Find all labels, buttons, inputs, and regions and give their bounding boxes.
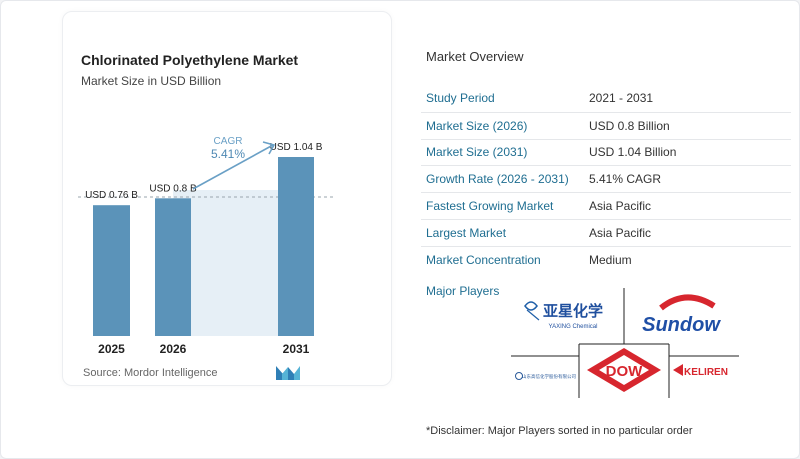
overview-row-value: USD 0.8 Billion <box>589 118 670 133</box>
mordor-logo-icon <box>276 366 300 380</box>
yaxing-subtitle: YAXING Chemical <box>549 324 598 330</box>
major-players-logos: 亚星化学 YAXING Chemical Sundow 山东高信化学股份有限公司… <box>511 288 739 398</box>
tick-label-2031: 2031 <box>283 342 310 356</box>
bar-2031 <box>278 157 314 336</box>
chart-subtitle: Market Size in USD Billion <box>81 74 222 88</box>
overview-row-value: 2021 - 2031 <box>589 91 654 106</box>
overview-row-value: USD 1.04 Billion <box>589 145 677 160</box>
keliren-name: KELIREN <box>684 367 728 378</box>
sundow-logo-icon: Sundow <box>642 294 721 336</box>
overview-row-label: Fastest Growing Market <box>426 199 554 214</box>
shandong-name: 山东高信化学股份有限公司 <box>522 373 576 380</box>
yaxing-name: 亚星化学 <box>543 302 603 320</box>
overview-row-label: Growth Rate (2026 - 2031) <box>426 172 569 187</box>
overview-row-value: 5.41% CAGR <box>589 172 662 187</box>
overview-row-label: Market Concentration <box>426 252 541 267</box>
overview-row-label: Study Period <box>426 91 495 106</box>
keliren-logo-icon: KELIREN <box>673 364 728 378</box>
ticks-group: 2025 2026 2031 <box>98 342 310 356</box>
cagr-label: CAGR <box>214 136 243 147</box>
yaxing-logo-icon: 亚星化学 YAXING Chemical <box>524 301 603 330</box>
shandong-logo-icon: 山东高信化学股份有限公司 <box>515 372 576 380</box>
data-label-2031: USD 1.04 B <box>270 142 323 153</box>
tick-label-2026: 2026 <box>160 342 187 356</box>
bars-group <box>93 157 314 336</box>
overview-row-label: Market Size (2026) <box>426 118 528 133</box>
bar-2025 <box>93 205 130 336</box>
cagr-arrow-head <box>262 141 276 155</box>
data-label-2025: USD 0.76 B <box>85 190 138 201</box>
source-note: Source: Mordor Intelligence <box>83 367 218 379</box>
tick-label-2025: 2025 <box>98 342 125 356</box>
dow-logo-icon: DOW <box>587 348 661 392</box>
disclaimer: *Disclaimer: Major Players sorted in no … <box>426 425 693 437</box>
overview-table: Study Period 2021 - 2031 Market Size (2026… <box>421 85 791 273</box>
overview-row-label: Largest Market <box>426 225 507 240</box>
dow-name: DOW <box>606 363 644 380</box>
overview-row: Market Size (2031) USD 1.04 Billion <box>421 138 791 166</box>
cagr-arrow <box>192 144 274 190</box>
overview-row: Largest Market Asia Pacific <box>421 218 791 246</box>
overview-row-value: Medium <box>589 252 632 267</box>
chart-panel: Chlorinated Polyethylene Market Market S… <box>62 11 392 386</box>
cagr-value: 5.41% <box>211 147 245 161</box>
overview-row: Market Size (2026) USD 0.8 Billion <box>421 111 791 139</box>
overview-row-value: Asia Pacific <box>589 199 652 214</box>
overview-row-value: Asia Pacific <box>589 225 652 240</box>
bar-2026 <box>155 198 191 336</box>
sundow-name: Sundow <box>642 314 721 336</box>
overview-row: Market Concentration Medium <box>421 245 791 273</box>
major-players-title: Major Players <box>426 284 500 298</box>
overview-row: Fastest Growing Market Asia Pacific <box>421 192 791 219</box>
overview-row: Study Period 2021 - 2031 <box>421 85 791 112</box>
chart-title: Chlorinated Polyethylene Market <box>81 52 299 68</box>
labels-group: USD 0.76 B USD 0.8 B USD 1.04 B <box>85 142 323 201</box>
overview-row: Growth Rate (2026 - 2031) 5.41% CAGR <box>421 165 791 192</box>
data-label-2026: USD 0.8 B <box>149 183 197 194</box>
overview-title: Market Overview <box>426 49 524 64</box>
market-overview: Market Overview Study Period 2021 - 2031 M… <box>421 1 800 459</box>
overview-row-label: Market Size (2031) <box>426 145 528 160</box>
